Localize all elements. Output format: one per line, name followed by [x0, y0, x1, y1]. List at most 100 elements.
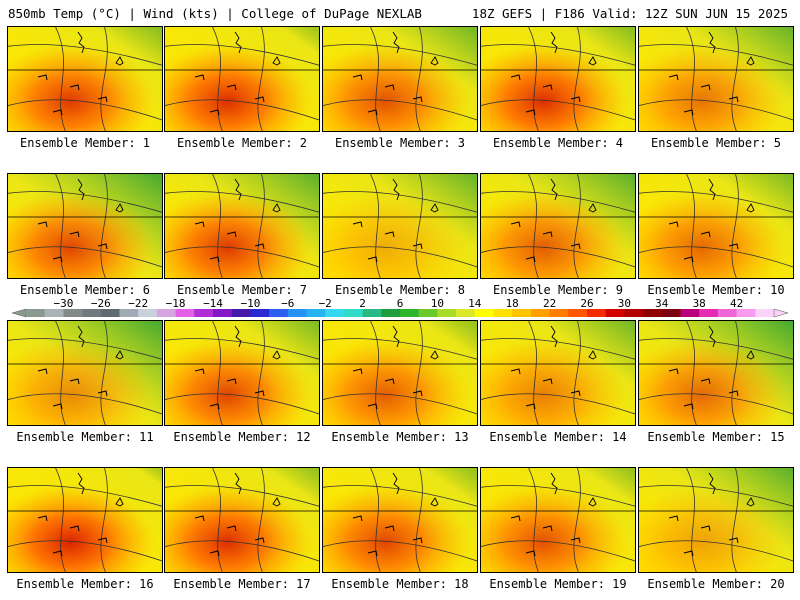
- member-map-panel: [480, 173, 636, 279]
- temperature-colorbar: [11, 308, 789, 318]
- wind-barb: [37, 515, 48, 522]
- coastline: [234, 472, 281, 507]
- warm-air-shading: [639, 468, 793, 572]
- wind-barb: [254, 390, 265, 397]
- wind-barb: [352, 74, 363, 81]
- colorbar-bin: [680, 309, 700, 317]
- height-contour: [211, 174, 223, 278]
- colorbar-max-arrow: [773, 308, 789, 318]
- coastline: [77, 31, 124, 66]
- colorbar-tick-label: −6: [281, 297, 295, 310]
- height-contour: [100, 27, 108, 131]
- member-caption: Ensemble Member: 14: [489, 430, 627, 444]
- colorbar-tick-label: 18: [505, 297, 519, 310]
- height-contour: [257, 27, 265, 131]
- height-contour: [8, 540, 162, 562]
- wind-barb: [510, 74, 521, 81]
- height-contour: [481, 393, 635, 415]
- member-caption: Ensemble Member: 2: [176, 136, 308, 150]
- wind-barb: [384, 378, 395, 385]
- warm-air-shading: [639, 321, 793, 425]
- member-caption: Ensemble Member: 8: [334, 283, 466, 297]
- wind-barb: [194, 368, 205, 375]
- member-map-panel: [164, 26, 320, 132]
- colorbar-bin: [568, 309, 588, 317]
- colorbar-bin: [156, 309, 176, 317]
- map-valid-time: 18Z GEFS | F186 Valid: 12Z SUN JUN 15 20…: [471, 6, 788, 21]
- colorbar-bin: [437, 309, 457, 317]
- wind-barb: [700, 525, 711, 532]
- colorbar-tick-label: 6: [396, 297, 404, 310]
- colorbar-bin: [269, 309, 289, 317]
- warm-air-shading: [165, 174, 319, 278]
- wind-barb: [525, 403, 536, 410]
- height-contour: [8, 246, 162, 268]
- height-contour: [165, 99, 319, 121]
- wind-barb: [254, 243, 265, 250]
- member-map-panel: [638, 467, 794, 573]
- colorbar-tick-label: 30: [617, 297, 632, 310]
- wind-barb: [412, 390, 423, 397]
- wind-barb: [728, 390, 739, 397]
- colorbar-tick-label: −10: [240, 297, 261, 310]
- coastline: [708, 31, 755, 66]
- wind-barb: [510, 368, 521, 375]
- wind-barb: [668, 368, 679, 375]
- wind-barb: [728, 537, 739, 544]
- colorbar-bin: [661, 309, 681, 317]
- colorbar-bin: [699, 309, 719, 317]
- wind-barb: [367, 256, 378, 263]
- wind-barb: [69, 231, 80, 238]
- wind-barb: [52, 403, 63, 410]
- colorbar-tick-label: 34: [655, 297, 669, 310]
- height-contour: [165, 485, 319, 507]
- wind-barb: [69, 84, 80, 91]
- member-caption: Ensemble Member: 9: [492, 283, 624, 297]
- colorbar-bin: [287, 309, 307, 317]
- height-contour: [639, 338, 793, 360]
- height-contour: [257, 468, 265, 572]
- wind-barb: [525, 109, 536, 116]
- wind-barb: [194, 221, 205, 228]
- wind-barb: [668, 221, 679, 228]
- height-contour: [323, 485, 477, 507]
- height-contour: [100, 321, 108, 425]
- wind-barb: [728, 243, 739, 250]
- wind-barb: [97, 537, 108, 544]
- wind-barb: [37, 74, 48, 81]
- coastline: [550, 325, 597, 360]
- wind-barb: [194, 515, 205, 522]
- height-contour: [211, 321, 223, 425]
- member-map-panel: [322, 26, 478, 132]
- height-contour: [481, 246, 635, 268]
- colorbar-bin: [493, 309, 513, 317]
- member-map-panel: [322, 467, 478, 573]
- height-contour: [323, 338, 477, 360]
- warm-air-shading: [481, 468, 635, 572]
- height-contour: [165, 246, 319, 268]
- wind-barb: [570, 390, 581, 397]
- member-map-panel: [480, 320, 636, 426]
- colorbar-bin: [736, 309, 756, 317]
- colorbar-bin: [717, 309, 737, 317]
- height-contour: [481, 485, 635, 507]
- colorbar-bin: [194, 309, 214, 317]
- height-contour: [415, 468, 423, 572]
- wind-barb: [209, 550, 220, 557]
- wind-barb: [37, 221, 48, 228]
- member-caption: Ensemble Member: 19: [489, 577, 627, 591]
- member-caption: Ensemble Member: 20: [647, 577, 785, 591]
- colorbar-tick-label: 42: [729, 297, 744, 310]
- height-contour: [639, 393, 793, 415]
- height-contour: [8, 191, 162, 213]
- coastline: [392, 472, 439, 507]
- colorbar-bin: [231, 309, 251, 317]
- coastline: [77, 178, 124, 213]
- member-caption: Ensemble Member: 5: [650, 136, 782, 150]
- height-contour: [8, 99, 162, 121]
- colorbar-tick-label: 26: [580, 297, 594, 310]
- colorbar-tick-label: 14: [468, 297, 482, 310]
- height-contour: [639, 485, 793, 507]
- height-contour: [639, 540, 793, 562]
- colorbar-bin: [381, 309, 401, 317]
